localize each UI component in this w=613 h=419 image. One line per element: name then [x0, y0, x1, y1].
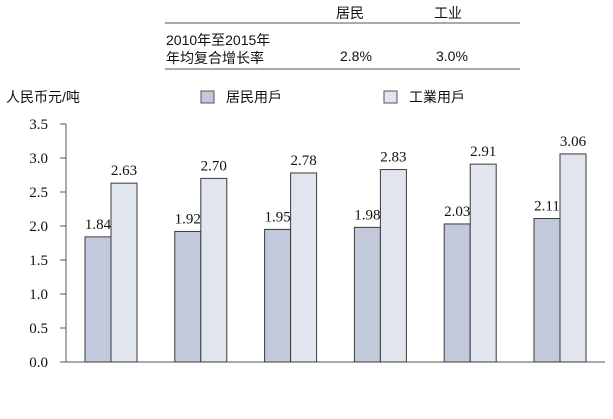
- table-value-industrial: 3.0%: [436, 48, 468, 64]
- data-label-residential: 1.92: [175, 211, 201, 227]
- bar-residential: [264, 228, 292, 363]
- bar-industrial: [469, 163, 497, 363]
- data-label-residential: 2.11: [534, 199, 560, 215]
- table-value-residential: 2.8%: [340, 48, 372, 64]
- bar-industrial: [379, 169, 407, 363]
- y-tick-label: 3.5: [29, 117, 48, 133]
- table-top-rule: [165, 22, 520, 24]
- data-label-industrial: 2.78: [290, 153, 316, 169]
- y-tick-label: 2.5: [29, 185, 48, 201]
- y-tick-label: 1.5: [29, 253, 48, 269]
- cagr-table: 居民 工业 2010年至2015年 年均复合增长率 2.8% 3.0%: [0, 0, 613, 72]
- table-row-label-line1: 2010年至2015年: [166, 32, 271, 48]
- bar-residential: [443, 223, 471, 363]
- data-label-industrial: 2.70: [201, 158, 227, 174]
- legend-swatch-residential: [200, 90, 215, 104]
- data-label-residential: 2.03: [444, 204, 470, 220]
- data-label-residential: 1.98: [354, 207, 380, 223]
- bar-industrial: [559, 153, 587, 363]
- legend-label-residential: 居民用戶: [226, 89, 282, 105]
- data-label-industrial: 2.63: [111, 163, 137, 179]
- table-header-industrial: 工业: [434, 5, 462, 21]
- bar-residential: [353, 226, 381, 363]
- table-header-residential: 居民: [336, 5, 364, 21]
- y-axis-label: 人民币元/吨: [6, 89, 80, 105]
- data-label-residential: 1.84: [85, 217, 112, 233]
- legend-swatch-industrial: [383, 90, 398, 104]
- y-tick-label: 0.5: [29, 321, 48, 337]
- bar-industrial: [110, 182, 138, 363]
- bar-residential: [84, 236, 112, 363]
- y-tick-label: 3.0: [29, 151, 48, 167]
- table-row-label-line2: 年均复合增长率: [166, 50, 264, 66]
- plot-area: 0.0 0.5 1.0 1.5 2.0 2.5 3.0 3.5 1.84 2.63 1.92 2.70…: [29, 117, 605, 371]
- bar-residential: [533, 218, 561, 363]
- bar-industrial: [200, 177, 228, 363]
- table-bottom-rule: [165, 68, 520, 70]
- data-label-industrial: 3.06: [560, 134, 587, 150]
- y-tick-label: 1.0: [29, 287, 48, 303]
- y-tick-label: 2.0: [29, 219, 48, 235]
- bar-residential: [174, 230, 202, 363]
- y-tick-label: 0.0: [29, 355, 48, 371]
- legend-label-industrial: 工業用戶: [409, 89, 465, 105]
- data-label-industrial: 2.83: [380, 150, 406, 166]
- bar-industrial: [290, 172, 318, 363]
- data-label-residential: 1.95: [264, 209, 290, 225]
- data-label-industrial: 2.91: [470, 144, 496, 160]
